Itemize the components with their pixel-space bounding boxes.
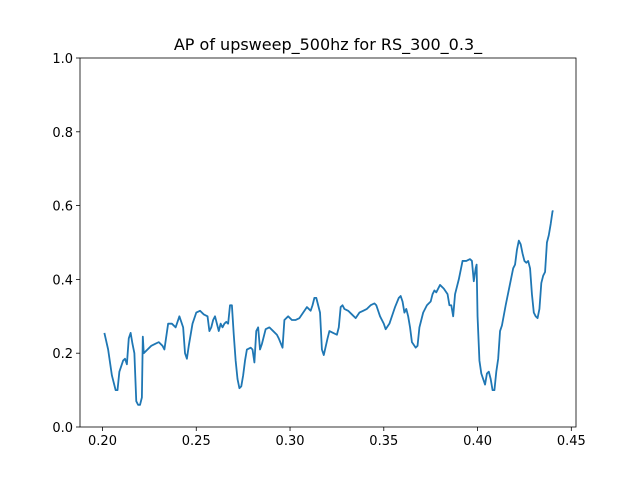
data-line bbox=[103, 210, 554, 406]
chart-title: AP of upsweep_500hz for RS_300_0.3_ bbox=[174, 35, 483, 55]
plot-frame bbox=[79, 57, 577, 428]
x-tick-label: 0.35 bbox=[369, 434, 398, 449]
x-tick-label: 0.45 bbox=[557, 434, 586, 449]
x-tick-label: 0.20 bbox=[88, 434, 117, 449]
y-tick-label: 0.4 bbox=[52, 273, 73, 288]
x-tick-label: 0.40 bbox=[463, 434, 492, 449]
x-tick-label: 0.25 bbox=[182, 434, 211, 449]
y-tick-label: 0.2 bbox=[52, 347, 73, 362]
y-tick-label: 0.6 bbox=[52, 200, 73, 215]
y-tick-label: 1.0 bbox=[52, 52, 73, 67]
y-tick-label: 0.0 bbox=[52, 421, 73, 436]
x-tick-label: 0.30 bbox=[276, 434, 305, 449]
y-tick-label: 0.8 bbox=[52, 126, 73, 141]
